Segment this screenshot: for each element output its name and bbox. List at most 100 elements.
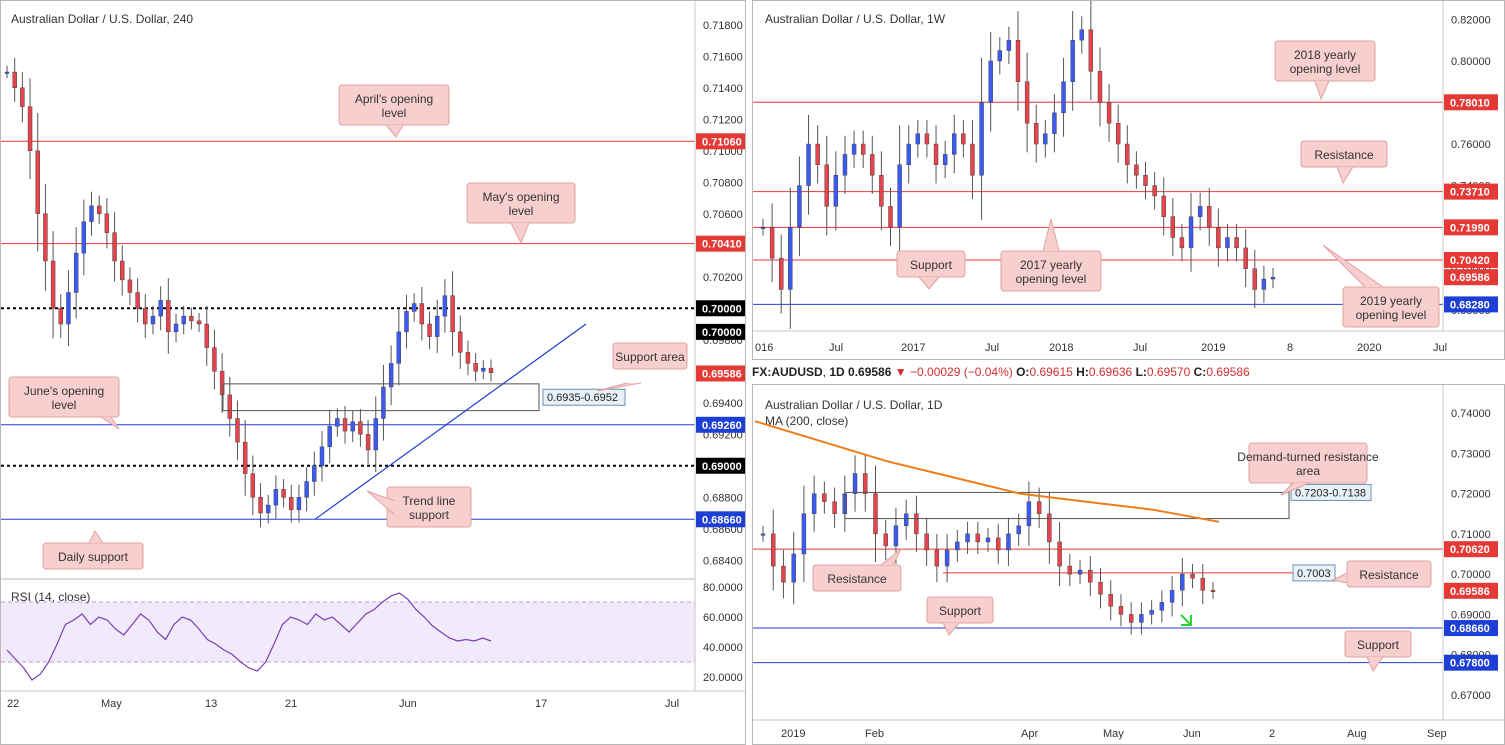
callout-june-box [8, 376, 120, 418]
level-price-tag [1444, 541, 1498, 558]
candle-body [955, 541, 960, 551]
candle-body [481, 367, 486, 372]
candle-body [227, 394, 232, 419]
candle-body [833, 174, 839, 207]
candle-body [1036, 501, 1042, 514]
chart-weekly-svg[interactable]: Australian Dollar / U.S. Dollar, 1W 0.82… [753, 1, 1505, 360]
candle-body [435, 315, 440, 337]
level-price-tag [696, 133, 745, 150]
chart-4h-svg[interactable]: Australian Dollar / U.S. Dollar, 240 0.7… [1, 1, 746, 745]
candle-body [860, 143, 866, 155]
x-tick-label: Jul [829, 342, 843, 354]
price-tag-label: 0.70000 [702, 327, 742, 339]
support-area-box [222, 383, 540, 412]
x-tick-label: 2 [1269, 728, 1275, 740]
support-area-label-box [542, 388, 626, 406]
y-tick-label: 0.71800 [703, 20, 743, 32]
candle-body [944, 549, 950, 567]
timeframe[interactable]: 1D [829, 365, 845, 379]
price-change: −0.00029 (−0.04%) [910, 365, 1013, 379]
chart-title: Australian Dollar / U.S. Dollar, 240 [11, 12, 193, 26]
last-price: 0.69586 [848, 365, 892, 379]
candle-body [801, 513, 807, 555]
chart-panel-4h[interactable]: Australian Dollar / U.S. Dollar, 240 0.7… [0, 0, 746, 745]
candle-body [20, 87, 25, 107]
level-price-tag [1444, 251, 1498, 268]
x-tick-label: 2018 [1049, 342, 1073, 354]
chart-panel-weekly[interactable]: Australian Dollar / U.S. Dollar, 1W 0.82… [752, 0, 1505, 360]
candle-body [1108, 594, 1113, 607]
green-arrow-icon [1180, 614, 1192, 626]
candle-body [465, 352, 471, 364]
chart-daily-svg[interactable]: Australian Dollar / U.S. Dollar, 1D MA (… [753, 385, 1505, 745]
level-price-tag [1444, 94, 1498, 111]
level-price-label: 0.68660 [702, 514, 742, 526]
x-tick-label: Apr [1021, 728, 1038, 740]
candle-body [104, 213, 110, 233]
candle-body [832, 501, 837, 514]
x-tick-label: Jun [399, 698, 417, 710]
x-tick-label: May [101, 698, 122, 710]
x-tick-label: 13 [205, 698, 217, 710]
rsi-band [1, 602, 695, 662]
candle-body [150, 315, 156, 325]
candle-body [66, 292, 71, 325]
level-price-label: 0.70000 [702, 303, 742, 315]
candle-body [863, 473, 868, 494]
symbol-name[interactable]: FX:AUDUSD [752, 365, 823, 379]
rsi-tick-label: 20.0000 [703, 672, 743, 684]
support-area-label: 0.6935-0.6952 [547, 392, 618, 404]
y-tick-label: 0.70600 [703, 209, 743, 221]
candle-body [458, 331, 463, 353]
callout-april-pointer [385, 124, 404, 138]
y-tick-label: 0.68800 [703, 492, 743, 504]
close-value: 0.69586 [1206, 365, 1250, 379]
candle-body [970, 143, 975, 176]
price-tag [1444, 582, 1498, 599]
candle-body [1061, 81, 1066, 114]
candle-body [473, 363, 478, 372]
candle-body [903, 513, 909, 527]
y-tick-label: 0.72000 [1451, 489, 1491, 501]
candle-body [181, 315, 186, 325]
candle-body [381, 386, 386, 419]
price-tag [696, 323, 745, 340]
y-tick-label: 0.71600 [703, 51, 743, 63]
resistance-label-box [1292, 564, 1336, 582]
candle-body [404, 311, 409, 333]
candle-body [781, 565, 786, 583]
candle-body [1006, 39, 1012, 51]
level-lines [753, 548, 1443, 664]
callout-may-text: level [509, 204, 534, 218]
candle-body [893, 525, 899, 547]
candle-body [824, 164, 829, 207]
callout-trend-text: Trend line [403, 494, 456, 508]
chart-title: Australian Dollar / U.S. Dollar, 1D [765, 398, 943, 412]
candle-body [811, 493, 817, 514]
x-tick-label: Feb [865, 728, 884, 740]
chart-panel-daily[interactable]: Australian Dollar / U.S. Dollar, 1D MA (… [752, 384, 1505, 745]
candle-body [914, 513, 919, 535]
level-price-tag [696, 416, 745, 433]
callout-april-text: April's opening [355, 92, 433, 106]
candle-body [488, 367, 494, 374]
callout-support-area-pointer [596, 382, 642, 392]
candle-body [43, 213, 48, 262]
callout-resistance-pointer [1336, 166, 1354, 185]
candle-body [852, 473, 858, 494]
callout-resistance-left-text: Resistance [827, 572, 887, 586]
callout-trend-text: support [409, 508, 450, 522]
candle-body [851, 143, 857, 155]
candle-body [1190, 573, 1195, 579]
candle-body [204, 323, 209, 348]
candle-body [1070, 39, 1075, 82]
callout-june-text: level [52, 398, 77, 412]
level-price-label: 0.68280 [1450, 299, 1490, 311]
y-tick-label: 0.71400 [703, 83, 743, 95]
candle-body [1161, 195, 1166, 217]
candle-body [1200, 577, 1205, 591]
candle-body [1169, 590, 1175, 603]
candle-body [1143, 174, 1148, 186]
